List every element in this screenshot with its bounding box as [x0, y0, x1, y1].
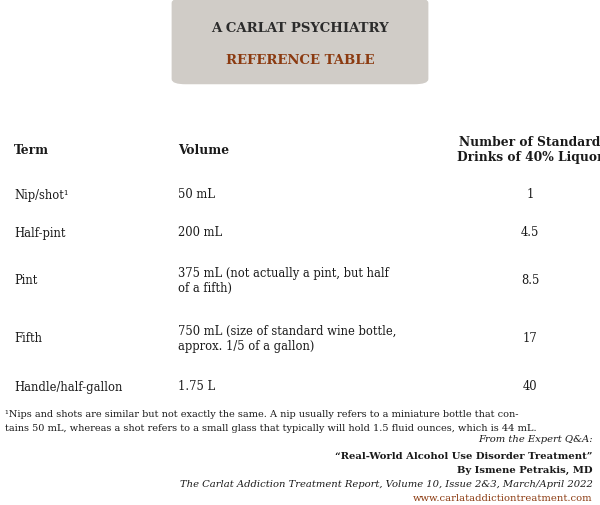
- Text: Common Terms for Alcohol Drink Sizes: Common Terms for Alcohol Drink Sizes: [124, 97, 476, 114]
- Text: Fifth: Fifth: [14, 332, 42, 345]
- Text: Handle/half-gallon: Handle/half-gallon: [14, 380, 122, 393]
- Text: Pint: Pint: [14, 274, 38, 287]
- Text: 17: 17: [523, 332, 538, 345]
- Text: 40: 40: [523, 380, 538, 393]
- Text: Nip/shot¹: Nip/shot¹: [14, 188, 69, 201]
- Text: ¹Nips and shots are similar but not exactly the same. A nip usually refers to a : ¹Nips and shots are similar but not exac…: [5, 409, 518, 418]
- Text: 1.75 L: 1.75 L: [178, 380, 215, 393]
- Text: 50 mL: 50 mL: [178, 188, 215, 201]
- Text: Half-pint: Half-pint: [14, 226, 66, 239]
- Text: 8.5: 8.5: [521, 274, 539, 287]
- Text: “Real-World Alcohol Use Disorder Treatment”: “Real-World Alcohol Use Disorder Treatme…: [335, 451, 593, 460]
- Text: 750 mL (size of standard wine bottle,
approx. 1/5 of a gallon): 750 mL (size of standard wine bottle, ap…: [178, 324, 396, 352]
- Text: The Carlat Addiction Treatment Report, Volume 10, Issue 2&3, March/April 2022: The Carlat Addiction Treatment Report, V…: [180, 479, 593, 488]
- Text: 200 mL: 200 mL: [178, 226, 222, 239]
- Text: 375 mL (not actually a pint, but half
of a fifth): 375 mL (not actually a pint, but half of…: [178, 267, 389, 294]
- Text: Term: Term: [14, 143, 49, 156]
- Text: Number of Standard
Drinks of 40% Liquor: Number of Standard Drinks of 40% Liquor: [457, 136, 600, 164]
- Text: 4.5: 4.5: [521, 226, 539, 239]
- Text: www.carlataddictiontreatment.com: www.carlataddictiontreatment.com: [413, 493, 593, 502]
- Text: Volume: Volume: [178, 143, 229, 156]
- Text: From the Expert Q&A:: From the Expert Q&A:: [478, 434, 593, 443]
- Text: A CARLAT PSYCHIATRY: A CARLAT PSYCHIATRY: [211, 22, 389, 35]
- FancyBboxPatch shape: [172, 0, 428, 84]
- Text: REFERENCE TABLE: REFERENCE TABLE: [226, 54, 374, 67]
- Text: tains 50 mL, whereas a shot refers to a small glass that typically will hold 1.5: tains 50 mL, whereas a shot refers to a …: [5, 423, 536, 432]
- Text: 1: 1: [526, 188, 533, 201]
- Text: By Ismene Petrakis, MD: By Ismene Petrakis, MD: [457, 465, 593, 474]
